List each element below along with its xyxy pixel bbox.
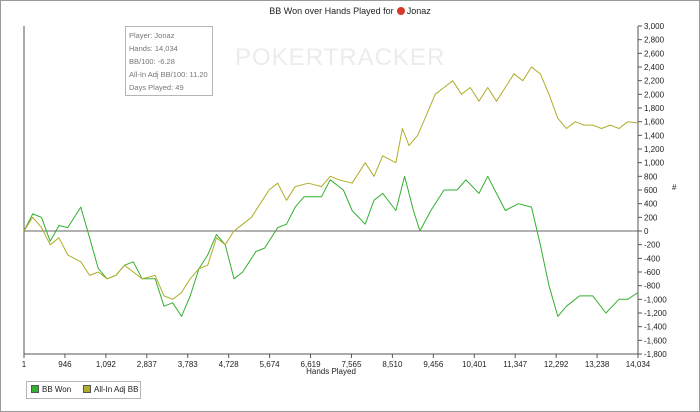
y-axis-label: # <box>672 183 677 192</box>
y-tick-label: 1,000 <box>644 159 665 168</box>
chart-title-text: BB Won over Hands Played for <box>269 6 394 16</box>
tooltip-player: Player: Jonaz <box>129 31 175 40</box>
y-tick-label: -1,000 <box>644 295 667 304</box>
y-tick-label: -1,800 <box>644 350 667 359</box>
y-tick-label: -200 <box>644 241 661 250</box>
y-tick-label: -1,200 <box>644 309 667 318</box>
y-tick-label: 1,600 <box>644 118 665 127</box>
x-axis-label: Hands Played <box>306 367 356 376</box>
y-tick-label: -800 <box>644 282 661 291</box>
legend-swatch-allin-adj-bb <box>83 385 91 393</box>
x-tick-label: 11,347 <box>503 360 527 369</box>
x-tick-label: 14,034 <box>626 360 651 369</box>
x-tick-label: 2,837 <box>137 360 158 369</box>
y-tick-label: 600 <box>644 186 658 195</box>
y-tick-label: 2,600 <box>644 49 665 58</box>
y-tick-label: -600 <box>644 268 661 277</box>
x-tick-label: 13,238 <box>585 360 610 369</box>
legend-item-bb-won[interactable]: BB Won <box>31 385 71 394</box>
y-tick-label: 2,400 <box>644 63 665 72</box>
x-tick-label: 1,092 <box>96 360 117 369</box>
y-tick-label: 2,200 <box>644 77 665 86</box>
series-line-allin-adj-bb <box>23 66 639 300</box>
y-tick-label: -400 <box>644 254 661 263</box>
y-tick-label: 1,200 <box>644 145 665 154</box>
y-tick-label: 3,000 <box>644 22 665 31</box>
chart-title: BB Won over Hands Played for Jonaz <box>0 6 700 16</box>
x-tick-label: 7,565 <box>341 360 362 369</box>
y-tick-label: 400 <box>644 200 658 209</box>
watermark-part1: POKER <box>235 44 324 71</box>
x-tick-label: 1 <box>22 360 27 369</box>
tooltip-allin-bb100: All-In Adj BB/100: 11.20 <box>129 70 208 79</box>
legend-label-bb-won: BB Won <box>42 385 72 394</box>
y-tick-label: -1,600 <box>644 336 667 345</box>
x-tick-label: 946 <box>58 360 72 369</box>
x-tick-label: 4,728 <box>219 360 240 369</box>
stats-tooltip: Player: Jonaz Hands: 14,034 BB/100: -6.2… <box>125 26 213 96</box>
y-tick-label: 2,000 <box>644 90 665 99</box>
y-tick-label: 0 <box>644 227 649 236</box>
tooltip-days: Days Played: 49 <box>129 83 184 92</box>
y-tick-label: 1,400 <box>644 131 665 140</box>
legend-label-allin-adj-bb: All-In Adj BB <box>94 385 139 394</box>
x-tick-label: 9,456 <box>423 360 444 369</box>
y-tick-label: 2,800 <box>644 36 665 45</box>
y-tick-label: 1,800 <box>644 104 665 113</box>
legend-item-allin-adj-bb[interactable]: All-In Adj BB <box>83 385 138 394</box>
x-tick-label: 10,401 <box>462 360 487 369</box>
x-tick-label: 3,783 <box>178 360 199 369</box>
y-tick-label: 200 <box>644 213 658 222</box>
series-line-bb-won <box>23 175 639 317</box>
poker-chip-icon <box>396 7 405 15</box>
chart-legend: BB Won All-In Adj BB <box>26 381 141 399</box>
y-tick-label: 800 <box>644 172 658 181</box>
y-tick-label: -1,400 <box>644 323 667 332</box>
chart-title-player: Jonaz <box>406 6 431 16</box>
x-tick-label: 12,292 <box>544 360 569 369</box>
x-tick-label: 8,510 <box>382 360 403 369</box>
watermark-part2: TRACKER <box>323 44 446 71</box>
tooltip-hands: Hands: 14,034 <box>129 44 178 53</box>
tooltip-bb100: BB/100: -6.28 <box>129 57 175 66</box>
pokertracker-watermark: POKERTRACKER <box>235 44 445 72</box>
x-tick-label: 5,674 <box>260 360 281 369</box>
x-tick-label: 6,619 <box>301 360 322 369</box>
legend-swatch-bb-won <box>31 385 39 393</box>
